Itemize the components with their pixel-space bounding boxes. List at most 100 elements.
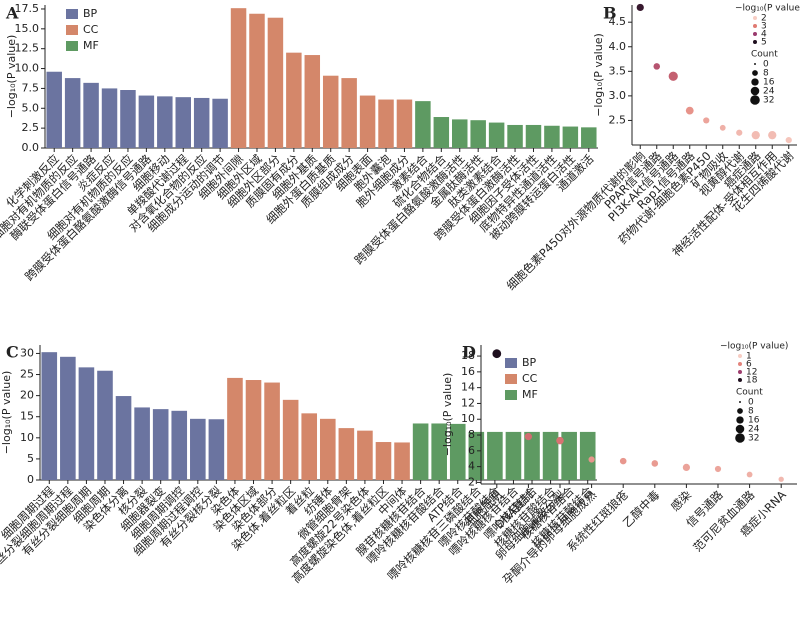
y-tick-label: 10 [20,431,34,444]
bar [581,127,597,148]
bubble [524,433,533,441]
legend-label: 8 [763,69,769,79]
legend-label: 4 [761,30,767,40]
bar [78,367,95,480]
bar [412,423,429,480]
legend-size [735,433,745,443]
bar [470,120,486,148]
bubble [682,463,691,472]
bar [120,90,136,148]
y-axis-label: −log₁₀(P value) [441,373,454,457]
bar [101,88,118,148]
y-tick-label: 10.0 [15,62,40,75]
y-tick-label: 12 [461,396,475,409]
legend-title: −log₁₀(P value) [720,342,788,352]
legend-label: CC [522,372,538,385]
bubble [492,349,502,359]
bar [468,431,485,480]
bubble [636,3,644,12]
bar [134,407,150,480]
y-tick-label: 4.0 [609,40,627,53]
y-tick-label: 3.5 [609,64,627,77]
y-tick-label: 2 [468,475,475,488]
bar [488,122,505,148]
panel-letter: A [5,4,19,23]
bubble [703,117,710,124]
legend-color [753,32,757,36]
bar [286,52,302,148]
bubble [778,476,784,482]
y-tick-label: 16 [461,365,475,378]
bubble [556,436,564,445]
legend-label: CC [83,23,99,36]
bubble [653,63,661,70]
bar [138,95,155,148]
legend-label: 24 [763,87,775,97]
y-tick-label: 12.5 [15,42,40,55]
legend-label: 32 [748,434,759,444]
panel-letter: C [6,343,19,362]
bar [449,423,466,480]
bar [431,423,447,480]
y-tick-label: 20 [20,389,34,402]
y-tick-label: 18 [461,349,475,362]
y-tick-label: 4 [468,460,475,473]
legend-label: 5 [761,38,767,48]
bar [115,396,132,480]
legend-swatch [505,390,517,400]
bubble [651,460,659,467]
bar [394,442,410,480]
legend-swatch [66,25,78,35]
legend-label: BP [522,356,537,369]
legend-size [737,408,743,414]
y-tick-label: 17.5 [15,2,40,15]
panel-letter: B [603,4,617,23]
bar [212,98,228,148]
legend-swatch [505,374,517,384]
y-tick-label: 15 [20,410,34,423]
bar [60,356,76,480]
bar [267,17,284,149]
legend-color [753,16,757,20]
x-tick-label: 感染 [668,487,695,514]
bubble [768,131,777,140]
bar [193,97,210,148]
y-tick-label: 2.5 [609,113,627,126]
bar [319,418,336,480]
bar [157,96,173,148]
legend-label: 0 [763,60,769,70]
legend-label: 16 [748,416,760,426]
legend-label: 32 [763,96,774,106]
bar [561,431,577,480]
bar [433,117,450,148]
bar [190,418,206,480]
bar [208,419,225,480]
legend-label: 16 [763,78,775,88]
y-tick-label: 2.5 [22,121,40,134]
bubble [588,456,595,463]
y-tick-label: 25 [20,368,34,381]
legend-size [751,78,759,86]
legend-label: 2 [761,14,767,24]
legend-label: 0 [748,398,754,408]
bar [46,71,62,148]
bar [378,99,394,148]
bubble [668,71,678,81]
bar [175,97,191,148]
bar [396,99,413,148]
bubble [736,129,743,136]
legend-color [738,378,742,382]
bar [579,431,596,480]
legend-title: Count [751,50,778,60]
y-tick-label: 10 [461,412,475,425]
bubble [619,457,627,465]
y-tick-label: 30 [20,346,34,359]
bubble [746,471,753,478]
legend-label: 8 [748,407,754,417]
legend-color [738,354,742,358]
legend-size [754,63,756,65]
bar [505,431,522,480]
bar [357,430,373,480]
legend-label: 3 [761,22,767,32]
